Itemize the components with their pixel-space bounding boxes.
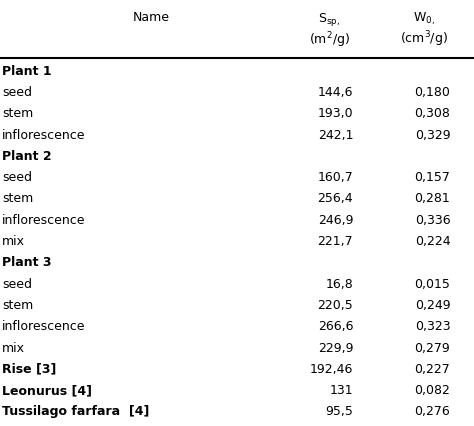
- Text: 0,336: 0,336: [415, 214, 450, 227]
- Text: 0,224: 0,224: [415, 235, 450, 248]
- Text: 193,0: 193,0: [318, 107, 353, 120]
- Text: 0,323: 0,323: [415, 320, 450, 333]
- Text: 0,281: 0,281: [415, 193, 450, 205]
- Text: seed: seed: [2, 86, 32, 99]
- Text: 0,082: 0,082: [414, 384, 450, 397]
- Text: Plant 3: Plant 3: [2, 256, 52, 269]
- Text: S$_{\mathrm{sp,}}$
(m$^2$/g): S$_{\mathrm{sp,}}$ (m$^2$/g): [309, 11, 350, 50]
- Text: 242,1: 242,1: [318, 129, 353, 141]
- Text: 266,6: 266,6: [318, 320, 353, 333]
- Text: mix: mix: [2, 342, 26, 354]
- Text: stem: stem: [2, 193, 34, 205]
- Text: Leonurus [4]: Leonurus [4]: [2, 384, 92, 397]
- Text: Plant 1: Plant 1: [2, 65, 52, 78]
- Text: 144,6: 144,6: [318, 86, 353, 99]
- Text: 0,308: 0,308: [414, 107, 450, 120]
- Text: W$_{\mathrm{0,}}$
(cm$^3$/g): W$_{\mathrm{0,}}$ (cm$^3$/g): [400, 11, 448, 49]
- Text: 0,180: 0,180: [414, 86, 450, 99]
- Text: 0,276: 0,276: [415, 406, 450, 418]
- Text: Plant 2: Plant 2: [2, 150, 52, 163]
- Text: 221,7: 221,7: [318, 235, 353, 248]
- Text: inflorescence: inflorescence: [2, 320, 86, 333]
- Text: 160,7: 160,7: [318, 171, 353, 184]
- Text: stem: stem: [2, 299, 34, 312]
- Text: 16,8: 16,8: [325, 278, 353, 291]
- Text: 229,9: 229,9: [318, 342, 353, 354]
- Text: 0,227: 0,227: [415, 363, 450, 376]
- Text: seed: seed: [2, 278, 32, 291]
- Text: 95,5: 95,5: [325, 406, 353, 418]
- Text: stem: stem: [2, 107, 34, 120]
- Text: 0,249: 0,249: [415, 299, 450, 312]
- Text: 192,46: 192,46: [310, 363, 353, 376]
- Text: Name: Name: [133, 11, 170, 24]
- Text: Tussilago farfara  [4]: Tussilago farfara [4]: [2, 406, 150, 418]
- Text: mix: mix: [2, 235, 26, 248]
- Text: seed: seed: [2, 171, 32, 184]
- Text: 220,5: 220,5: [318, 299, 353, 312]
- Text: 0,015: 0,015: [414, 278, 450, 291]
- Text: Rise [3]: Rise [3]: [2, 363, 57, 376]
- Text: 256,4: 256,4: [318, 193, 353, 205]
- Text: inflorescence: inflorescence: [2, 214, 86, 227]
- Text: inflorescence: inflorescence: [2, 129, 86, 141]
- Text: 246,9: 246,9: [318, 214, 353, 227]
- Text: 0,279: 0,279: [415, 342, 450, 354]
- Text: 131: 131: [329, 384, 353, 397]
- Text: 0,157: 0,157: [414, 171, 450, 184]
- Text: 0,329: 0,329: [415, 129, 450, 141]
